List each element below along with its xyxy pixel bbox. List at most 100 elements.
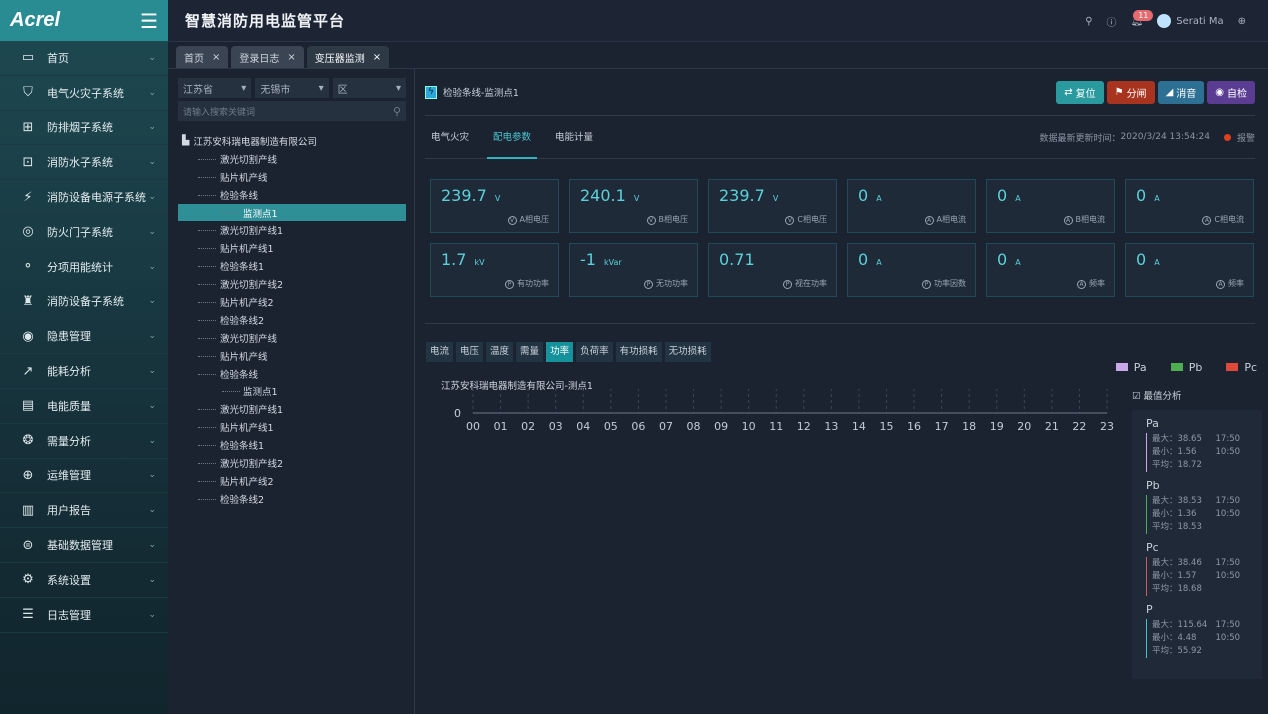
tree-node-label: 激光切割产线	[220, 154, 278, 166]
tab[interactable]: 登录日志 ×	[231, 46, 304, 68]
x-tick-label: 12	[797, 420, 811, 433]
metric-card: -1 kVar P 无功功率	[569, 243, 698, 297]
chevron-down-icon: ⌄	[148, 296, 156, 307]
building-icon: ▙	[182, 135, 190, 147]
search-icon[interactable]: ⚲	[392, 104, 401, 118]
tree-node[interactable]: 激光切割产线	[178, 150, 406, 168]
tree-node[interactable]: 贴片机产线	[178, 347, 406, 365]
sidebar-item[interactable]: ⚡ 消防设备电源子系统 ⌄	[0, 180, 168, 215]
chart-tab[interactable]: 功率	[546, 342, 574, 362]
tree-node[interactable]: 激光切割产线1	[178, 221, 406, 239]
close-icon[interactable]: ×	[287, 51, 296, 63]
close-icon[interactable]: ×	[212, 51, 221, 63]
sidebar-item[interactable]: ⚙ 系统设置 ⌄	[0, 563, 168, 598]
tree-node[interactable]: 激光切割产线	[178, 329, 406, 347]
subtab[interactable]: 配电参数	[487, 116, 538, 159]
chart-tab[interactable]: 需量	[516, 342, 544, 362]
metric-label: C相电压	[797, 215, 827, 224]
district-select[interactable]: 区 ▾	[332, 78, 406, 98]
action-button[interactable]: ⇄ 复位	[1056, 80, 1104, 104]
language-globe-icon[interactable]: ⊕	[1237, 15, 1246, 27]
sidebar-item[interactable]: ♜ 消防设备子系统 ⌄	[0, 285, 168, 320]
province-select[interactable]: 江苏省 ▾	[178, 78, 252, 98]
tree-node[interactable]: ▙ 江苏安科瑞电器制造有限公司	[178, 132, 406, 150]
sidebar-item[interactable]: ⛉ 电气火灾子系统 ⌄	[0, 76, 168, 111]
sidebar-item[interactable]: ◉ 隐患管理 ⌄	[0, 319, 168, 355]
menu-toggle-icon[interactable]: ☰	[140, 8, 158, 33]
tree-search-input[interactable]: 请输入搜索关键词 ⚲	[178, 101, 406, 121]
tab-label: 登录日志	[239, 53, 280, 65]
legend-item[interactable]: Pc	[1226, 361, 1257, 374]
chart-tab[interactable]: 电压	[456, 342, 484, 362]
chart-tab[interactable]: 温度	[486, 342, 514, 362]
city-select[interactable]: 无锡市 ▾	[255, 78, 329, 98]
chart-tab[interactable]: 电流	[426, 342, 454, 362]
sidebar-item[interactable]: ⊕ 运维管理 ⌄	[0, 459, 168, 494]
sidebar-item[interactable]: ↗ 能耗分析 ⌄	[0, 354, 168, 389]
tab[interactable]: 变压器监测 ×	[306, 46, 390, 68]
sidebar-item[interactable]: ⊞ 防排烟子系统 ⌄	[0, 111, 168, 146]
tree-node[interactable]: 检验条线2	[178, 490, 406, 508]
chart-tab[interactable]: 有功损耗	[615, 342, 662, 362]
tree-node[interactable]: 贴片机产线2	[178, 472, 406, 490]
tree-node[interactable]: 激光切割产线2	[178, 454, 406, 472]
sidebar-item[interactable]: ⚬ 分项用能统计 ⌄	[0, 250, 168, 285]
tab[interactable]: 首页 ×	[176, 46, 229, 68]
stat-name: Pb	[1146, 479, 1160, 492]
action-button[interactable]: ◢ 消音	[1157, 80, 1205, 104]
bell-icon[interactable]: 🔔︎	[1130, 15, 1144, 27]
metric-label: 视在功率	[795, 279, 827, 288]
chevron-down-icon: ⌄	[148, 540, 156, 551]
sidebar-item[interactable]: ▤ 电能质量 ⌄	[0, 389, 168, 424]
x-tick-label: 11	[769, 420, 783, 433]
stat-max-time: 17:50	[1215, 496, 1241, 506]
action-button[interactable]: ◉ 自检	[1207, 80, 1255, 104]
close-icon[interactable]: ×	[372, 51, 382, 63]
sidebar-item[interactable]: ⊡ 消防水子系统 ⌄	[0, 145, 168, 181]
metric-card: 0 A A 频率	[986, 243, 1115, 297]
tree-panel: 江苏省 ▾ 无锡市 ▾ 区 ▾ 请输入搜索关键词 ⚲ ▙ 江苏安科瑞电器制造有限公司 激光切…	[168, 69, 415, 714]
subtab[interactable]: 电能计量	[555, 131, 594, 143]
sidebar-item[interactable]: ⊜ 基础数据管理 ⌄	[0, 528, 168, 563]
tree-node[interactable]: 贴片机产线1	[178, 418, 406, 436]
tree-node[interactable]: 贴片机产线2	[178, 293, 406, 311]
metric-unit: kVar	[603, 258, 622, 267]
tree-node[interactable]: 贴片机产线1	[178, 239, 406, 257]
search-icon[interactable]: ⚲	[1085, 15, 1093, 27]
tree-node[interactable]: 贴片机产线	[178, 168, 406, 186]
chart-tab[interactable]: 无功损耗	[664, 342, 711, 362]
legend-label: Pb	[1188, 361, 1203, 374]
max-analysis-checkbox[interactable]: ☑ 最值分析	[1132, 391, 1182, 402]
metric-icon: A	[1202, 216, 1212, 225]
stat-min: 1.36	[1177, 509, 1197, 519]
action-button[interactable]: ⚑ 分闸	[1106, 80, 1155, 104]
tree-node[interactable]: 检验条线1	[178, 436, 406, 454]
subtab[interactable]: 电气火灾	[431, 131, 470, 143]
tree-node[interactable]: 检验条线	[178, 365, 406, 383]
tree-node[interactable]: 监测点1	[178, 203, 406, 222]
lightning-icon: ϟ	[425, 85, 437, 99]
user-menu[interactable]: Serati Ma	[1157, 14, 1224, 28]
alarm-label[interactable]: 报警	[1236, 133, 1255, 144]
sidebar-item[interactable]: ▭ 首页 ⌄	[0, 41, 168, 76]
tree-node[interactable]: 激光切割产线2	[178, 275, 406, 293]
sidebar-item[interactable]: ❂ 需量分析 ⌄	[0, 424, 168, 459]
chart-tab[interactable]: 负荷率	[576, 342, 613, 362]
tree-node-label: 检验条线	[220, 190, 259, 202]
database-icon: ⊜	[22, 537, 34, 553]
x-tick-label: 23	[1100, 420, 1114, 433]
metric-icon: P	[783, 280, 792, 289]
user-name: Serati Ma	[1176, 16, 1224, 27]
plug-icon: ⚡	[23, 189, 33, 205]
tree-node[interactable]: 激光切割产线1	[178, 400, 406, 418]
help-icon[interactable]: ⓘ	[1106, 17, 1117, 29]
legend-item[interactable]: Pb	[1170, 361, 1203, 374]
sidebar-item[interactable]: ◎ 防火门子系统 ⌄	[0, 215, 168, 250]
sidebar-item[interactable]: ▥ 用户报告 ⌄	[0, 493, 168, 529]
tree-node[interactable]: 检验条线2	[178, 311, 406, 329]
tree-node[interactable]: 检验条线1	[178, 257, 406, 275]
tree-node[interactable]: 监测点1	[178, 382, 406, 400]
tree-node[interactable]: 检验条线	[178, 186, 406, 204]
legend-item[interactable]: Pa	[1115, 361, 1147, 374]
sidebar-item[interactable]: ☰ 日志管理 ⌄	[0, 598, 168, 633]
